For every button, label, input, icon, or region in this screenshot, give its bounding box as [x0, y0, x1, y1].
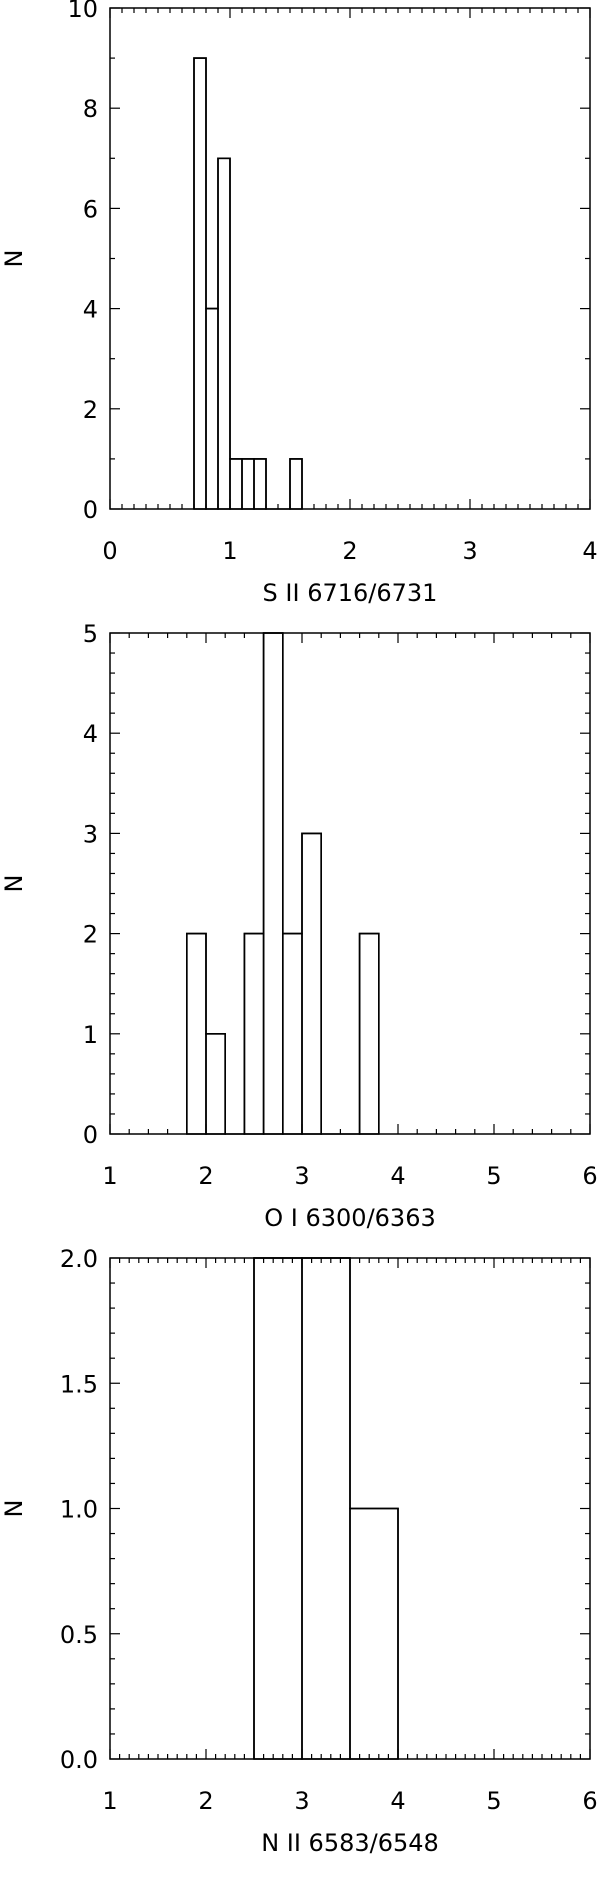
histogram-bin [301, 832, 323, 1135]
x-tick-label: 1 [222, 537, 237, 565]
y-tick-label: 0 [83, 1121, 98, 1149]
y-axis-title: N [0, 875, 28, 893]
axis-ticks [109, 632, 591, 1135]
histogram-bin [205, 1033, 227, 1135]
x-tick-label: 4 [390, 1787, 405, 1815]
plot-frame [109, 632, 591, 1135]
y-tick-label: 6 [83, 195, 98, 223]
x-tick-label: 3 [294, 1162, 309, 1190]
x-tick-label: 0 [102, 537, 117, 565]
histogram-panel-3: 1 2 3 4 5 6 0.0 0.5 1.0 1.5 2.0 N II 6583/6548 N [0, 1245, 598, 1857]
histogram-bin [253, 1257, 303, 1760]
y-tick-label: 1.0 [60, 1496, 98, 1524]
y-axis-title: N [0, 1500, 28, 1518]
y-tick-label: 1.5 [60, 1370, 98, 1398]
y-tick-label: 2.0 [60, 1245, 98, 1273]
histogram-bin [205, 307, 219, 510]
y-tick-label: 4 [83, 296, 98, 324]
y-tick-label: 5 [83, 620, 98, 648]
y-tick-label: 0.5 [60, 1621, 98, 1649]
x-tick-label: 1 [102, 1162, 117, 1190]
y-tick-label: 0.0 [60, 1746, 98, 1774]
y-tick-label: 2 [83, 921, 98, 949]
y-tick-label: 3 [83, 820, 98, 848]
histogram-bin [301, 1257, 351, 1760]
histogram-bin [241, 458, 255, 510]
histogram-panel-1: 0 1 2 3 4 0 2 4 6 8 10 S II 6716/6731 N [0, 0, 598, 607]
axis-ticks [109, 7, 591, 510]
x-tick-label: 2 [198, 1162, 213, 1190]
histogram-bin [193, 57, 207, 510]
y-axis-title: N [0, 250, 28, 268]
x-tick-label: 2 [342, 537, 357, 565]
histogram-bars [253, 1257, 399, 1760]
x-tick-label: 3 [294, 1787, 309, 1815]
histogram-bin [243, 932, 265, 1135]
x-axis-title: N II 6583/6548 [261, 1829, 439, 1857]
x-tick-label: 1 [102, 1787, 117, 1815]
y-tick-label: 1 [83, 1021, 98, 1049]
histogram-bin [229, 458, 243, 510]
plot-frame [109, 7, 591, 510]
x-tick-label: 5 [486, 1787, 501, 1815]
histogram-bin [217, 157, 231, 510]
y-tick-label: 4 [83, 720, 98, 748]
x-axis-title: S II 6716/6731 [263, 579, 438, 607]
histogram-bin [281, 932, 303, 1135]
x-tick-label: 4 [582, 537, 597, 565]
histogram-outline [193, 57, 303, 510]
y-tick-label: 8 [83, 95, 98, 123]
y-tick-label: 0 [83, 496, 98, 524]
histogram-bars [186, 632, 380, 1135]
y-tick-label: 10 [67, 0, 98, 23]
x-tick-label: 6 [582, 1162, 597, 1190]
x-tick-label: 6 [582, 1787, 597, 1815]
x-tick-label: 5 [486, 1162, 501, 1190]
y-tick-label: 2 [83, 396, 98, 424]
histogram-bin [262, 632, 284, 1135]
x-tick-label: 2 [198, 1787, 213, 1815]
x-axis-title: O I 6300/6363 [264, 1204, 435, 1232]
x-tick-label: 3 [462, 537, 477, 565]
histogram-bars [193, 57, 303, 510]
histogram-bin [186, 932, 207, 1135]
histogram-bin [349, 1507, 399, 1760]
x-tick-label: 4 [390, 1162, 405, 1190]
histogram-bin [289, 458, 303, 510]
histogram-bin [253, 458, 267, 510]
histogram-bin [358, 932, 380, 1135]
